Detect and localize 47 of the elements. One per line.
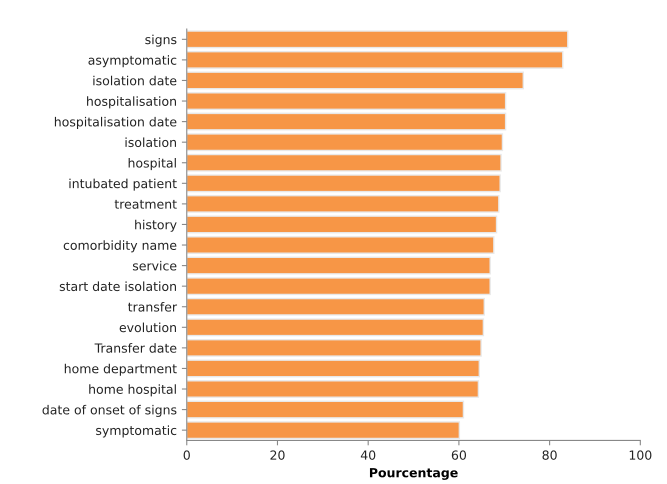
x-tick-label: 100 xyxy=(630,450,652,460)
y-tick-label: home hospital xyxy=(89,384,176,396)
y-tick-label: isolation date xyxy=(93,76,176,86)
bar xyxy=(186,154,502,172)
y-tick-label: transfer xyxy=(128,302,178,312)
y-tick-label: evolution xyxy=(120,322,176,332)
y-tick-label: service xyxy=(132,260,176,271)
y-tick-label: Transfer date xyxy=(94,343,176,353)
bar xyxy=(186,133,504,152)
bar xyxy=(186,112,506,131)
bar xyxy=(186,256,491,275)
x-axis-title: Pourcentage xyxy=(370,468,458,480)
x-tick-label: 60 xyxy=(452,450,466,460)
bar xyxy=(186,360,480,378)
bar xyxy=(186,277,491,296)
y-tick-label: isolation xyxy=(126,137,176,148)
bar xyxy=(186,50,564,69)
bar xyxy=(186,338,482,357)
y-tick-label: asymptomatic xyxy=(88,55,176,68)
y-tick-label: treatment xyxy=(114,200,177,209)
bar xyxy=(186,216,498,234)
y-tick-label: history xyxy=(135,220,177,232)
y-tick-label: start date isolation xyxy=(60,281,176,292)
y-tick-label: hospital xyxy=(128,158,176,170)
y-tick-label: hospitalisation date xyxy=(54,116,176,129)
bar xyxy=(186,92,506,110)
x-tick-label: 0 xyxy=(184,450,190,460)
bar xyxy=(186,174,501,192)
y-tick-label: intubated patient xyxy=(69,178,177,191)
y-tick-label: symptomatic xyxy=(96,425,176,438)
bar xyxy=(186,380,480,398)
y-tick-label: date of onset of signs xyxy=(42,404,176,417)
y-tick-label: home department xyxy=(64,364,177,376)
bar xyxy=(186,236,495,254)
x-tick-label: 40 xyxy=(360,450,376,460)
x-tick-label: 80 xyxy=(542,450,557,460)
bar xyxy=(186,400,464,419)
bar xyxy=(186,298,485,316)
bar xyxy=(186,318,484,336)
x-tick-label: 20 xyxy=(270,450,285,460)
bar xyxy=(186,72,524,90)
bar xyxy=(186,194,500,213)
bar xyxy=(186,30,568,48)
y-tick-label: comorbidity name xyxy=(64,240,176,252)
y-tick-label: signs xyxy=(145,34,176,47)
y-tick-label: hospitalisation xyxy=(87,96,176,108)
bar xyxy=(186,421,460,440)
